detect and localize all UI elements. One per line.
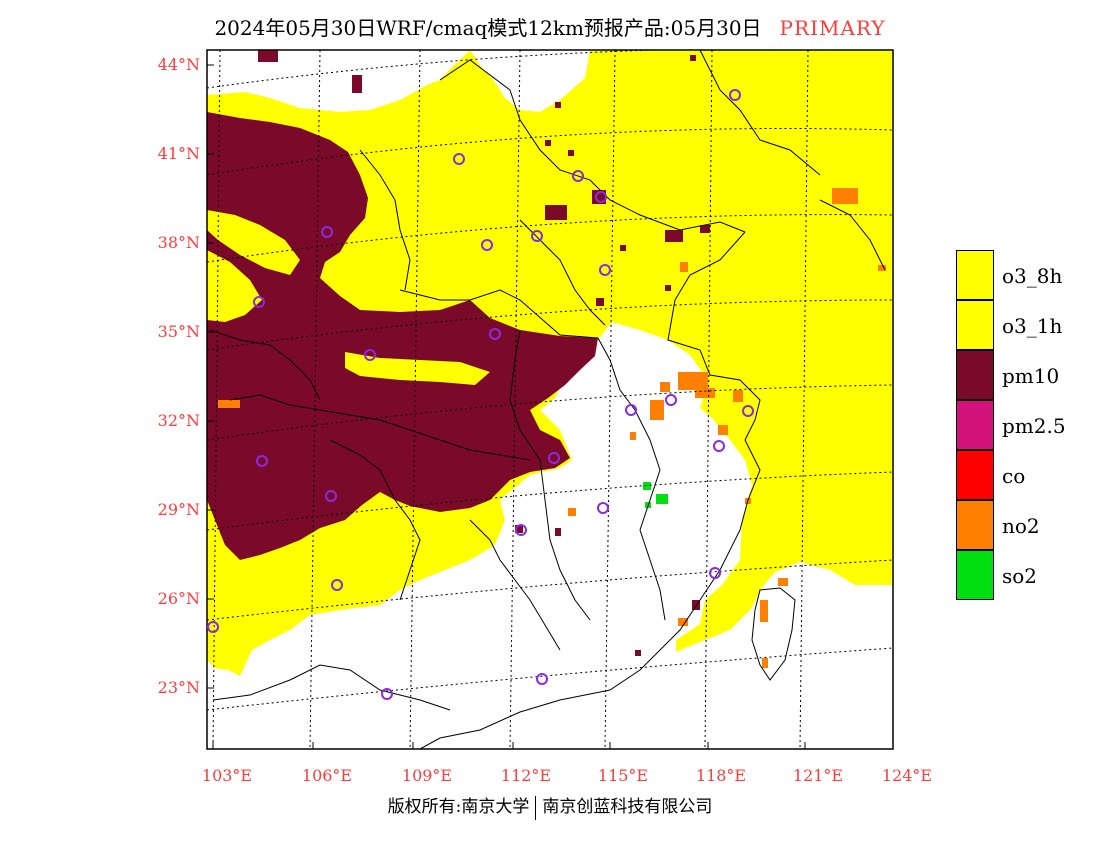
lon-label-115: 115°E <box>597 766 649 785</box>
station-marker <box>742 405 754 417</box>
station-marker <box>548 452 560 464</box>
axis-ticks <box>207 64 894 749</box>
legend-swatch-o3-1h <box>956 300 994 350</box>
copyright-footer: 版权所有:南京大学 南京创蓝科技有限公司 <box>0 792 1100 820</box>
legend-label-o3-1h: o3_1h <box>1002 314 1063 338</box>
map-title: 2024年05月30日WRF/cmaq模式12km预报产品:05月30日 PRIM… <box>0 12 1100 41</box>
no2-scatter <box>218 188 886 668</box>
pm10-region <box>207 112 598 560</box>
yellow-band-central <box>345 352 490 385</box>
lat-label-23: 23°N <box>157 678 200 697</box>
map-layers <box>207 50 893 749</box>
lon-label-112: 112°E <box>500 766 552 785</box>
lon-label-121: 121°E <box>792 766 844 785</box>
graticule <box>207 50 893 749</box>
station-marker <box>599 264 611 276</box>
legend-label-o3-8h: o3_8h <box>1002 264 1063 288</box>
footer-divider <box>535 795 537 820</box>
lat-label-41: 41°N <box>157 144 200 163</box>
legend-swatch-co <box>956 450 994 500</box>
station-marker <box>729 89 741 101</box>
station-marker <box>515 524 527 536</box>
lon-label-118: 118°E <box>695 766 747 785</box>
pm10-west-pocket <box>207 250 262 322</box>
station-marker <box>381 688 393 700</box>
lat-label-35: 35°N <box>157 322 200 341</box>
pm10-northwest-yellow <box>207 210 300 275</box>
station-marker <box>481 239 493 251</box>
station-marker <box>625 404 637 416</box>
copyright-owner: 版权所有:南京大学 <box>387 797 530 817</box>
map-frame <box>206 49 894 750</box>
lat-label-29: 29°N <box>157 500 200 519</box>
station-marker <box>453 153 465 165</box>
legend-label-pm10: pm10 <box>1002 364 1060 388</box>
station-markers <box>207 89 754 700</box>
station-marker <box>665 394 677 406</box>
station-marker <box>531 230 543 242</box>
legend-label-pm25: pm2.5 <box>1002 414 1066 438</box>
legend-label-so2: so2 <box>1002 564 1038 588</box>
lon-label-109: 109°E <box>401 766 453 785</box>
lon-label-106: 106°E <box>301 766 353 785</box>
legend-swatch-o3-8h <box>956 250 994 300</box>
station-marker <box>253 296 265 308</box>
station-marker <box>321 226 333 238</box>
station-marker <box>207 621 219 633</box>
lat-label-26: 26°N <box>157 589 200 608</box>
province-borders <box>209 50 886 749</box>
copyright-company: 南京创蓝科技有限公司 <box>542 797 713 817</box>
lon-label-124: 124°E <box>881 766 933 785</box>
legend-label-no2: no2 <box>1002 514 1040 538</box>
pm10-scatter <box>258 50 710 656</box>
station-marker <box>256 455 268 467</box>
clean-air-north <box>207 50 470 112</box>
lon-label-103: 103°E <box>201 766 253 785</box>
station-marker <box>536 673 548 685</box>
legend-swatch-pm25 <box>956 400 994 450</box>
station-marker <box>489 328 501 340</box>
lat-label-44: 44°N <box>157 55 200 74</box>
lat-label-32: 32°N <box>157 411 200 430</box>
station-marker <box>597 502 609 514</box>
lat-label-38: 38°N <box>157 233 200 252</box>
station-marker <box>331 579 343 591</box>
clean-air-northeast <box>470 50 590 112</box>
station-marker <box>709 567 721 579</box>
legend-swatch-pm10 <box>956 350 994 400</box>
station-marker <box>364 349 376 361</box>
station-marker <box>713 440 725 452</box>
station-marker <box>595 191 607 203</box>
legend-swatch-no2 <box>956 500 994 550</box>
legend-swatch-so2 <box>956 550 994 600</box>
station-marker <box>572 170 584 182</box>
legend-label-co: co <box>1002 464 1026 488</box>
station-marker <box>325 490 337 502</box>
primary-tag: PRIMARY <box>779 16 886 40</box>
title-text: 2024年05月30日WRF/cmaq模式12km预报产品:05月30日 <box>214 16 762 40</box>
